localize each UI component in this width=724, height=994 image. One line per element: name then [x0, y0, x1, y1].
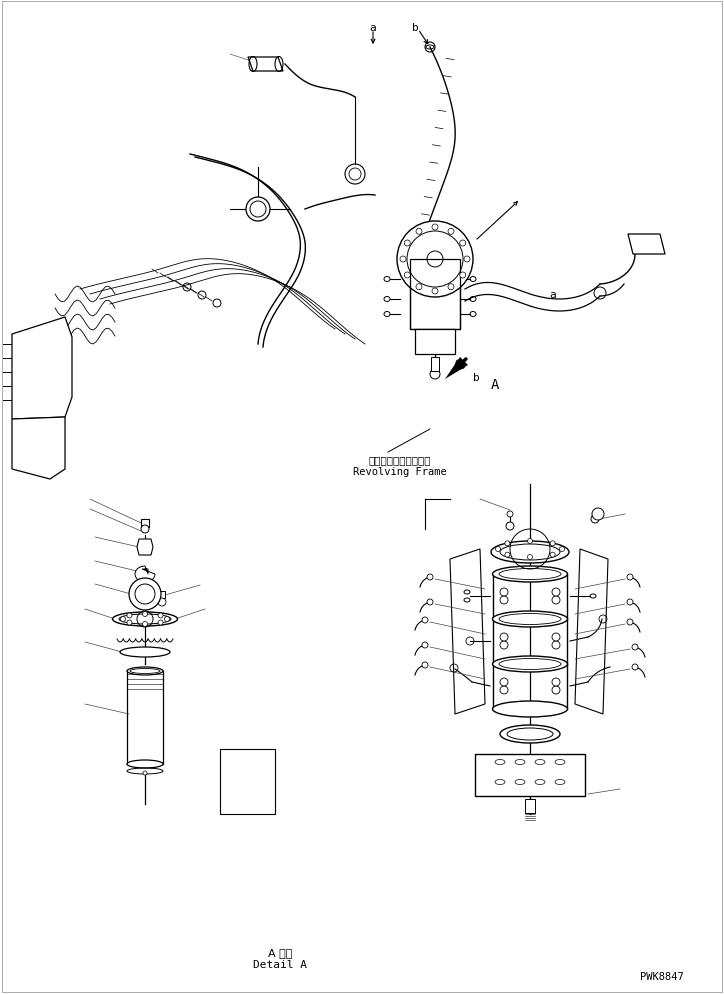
Bar — [525, 799, 535, 813]
Text: レボルビングフレーム: レボルビングフレーム — [369, 454, 432, 464]
Circle shape — [627, 599, 633, 605]
Polygon shape — [248, 58, 283, 72]
Bar — [415, 330, 455, 355]
Circle shape — [552, 686, 560, 694]
Circle shape — [460, 272, 466, 278]
Polygon shape — [450, 550, 485, 715]
Circle shape — [427, 575, 433, 580]
Polygon shape — [159, 591, 165, 598]
Bar — [431, 358, 439, 372]
Circle shape — [422, 617, 428, 623]
Circle shape — [500, 686, 508, 694]
Circle shape — [505, 553, 510, 558]
Ellipse shape — [492, 656, 568, 672]
Ellipse shape — [120, 647, 170, 657]
Bar — [220, 749, 275, 814]
Text: A 詳細: A 詳細 — [268, 947, 292, 957]
Circle shape — [404, 272, 411, 278]
Circle shape — [416, 284, 422, 290]
Text: Revolving Frame: Revolving Frame — [353, 466, 447, 476]
Circle shape — [432, 288, 438, 294]
Circle shape — [552, 633, 560, 641]
Bar — [475, 754, 585, 796]
Bar — [410, 259, 460, 330]
Text: A: A — [491, 378, 499, 392]
Circle shape — [127, 620, 132, 625]
Polygon shape — [12, 318, 72, 419]
Bar — [410, 259, 460, 330]
Circle shape — [627, 619, 633, 625]
Ellipse shape — [492, 567, 568, 582]
Polygon shape — [135, 567, 155, 582]
Circle shape — [506, 523, 514, 531]
Circle shape — [528, 555, 532, 560]
Text: b: b — [412, 23, 418, 33]
Ellipse shape — [127, 667, 163, 675]
Text: Detail A: Detail A — [253, 959, 307, 969]
Circle shape — [528, 539, 532, 544]
Text: a: a — [370, 23, 376, 33]
Circle shape — [560, 547, 565, 552]
Circle shape — [500, 633, 508, 641]
Circle shape — [143, 612, 148, 617]
Circle shape — [627, 575, 633, 580]
Ellipse shape — [112, 612, 177, 626]
Ellipse shape — [492, 702, 568, 718]
Circle shape — [500, 588, 508, 596]
Ellipse shape — [491, 542, 569, 564]
Polygon shape — [575, 550, 608, 715]
Circle shape — [422, 642, 428, 648]
Circle shape — [127, 613, 132, 618]
Ellipse shape — [500, 726, 560, 744]
Circle shape — [500, 596, 508, 604]
Circle shape — [397, 222, 473, 297]
Text: a: a — [550, 289, 556, 300]
Circle shape — [552, 641, 560, 649]
Circle shape — [550, 542, 555, 547]
Circle shape — [432, 225, 438, 231]
Circle shape — [427, 599, 433, 605]
Circle shape — [632, 644, 638, 650]
Circle shape — [422, 662, 428, 668]
Circle shape — [404, 241, 411, 247]
Circle shape — [550, 553, 555, 558]
Circle shape — [500, 641, 508, 649]
Circle shape — [591, 516, 599, 524]
Ellipse shape — [127, 760, 163, 768]
Circle shape — [460, 241, 466, 247]
Polygon shape — [445, 358, 468, 380]
Circle shape — [448, 229, 454, 235]
Text: PWK8847: PWK8847 — [640, 971, 684, 981]
Circle shape — [416, 229, 422, 235]
Ellipse shape — [492, 611, 568, 627]
Text: b: b — [473, 373, 479, 383]
Circle shape — [143, 622, 148, 627]
Circle shape — [120, 617, 125, 622]
Circle shape — [448, 284, 454, 290]
Polygon shape — [12, 417, 65, 479]
Circle shape — [552, 678, 560, 686]
Circle shape — [592, 509, 604, 521]
Circle shape — [158, 620, 163, 625]
Circle shape — [400, 256, 406, 262]
Circle shape — [552, 596, 560, 604]
Polygon shape — [137, 540, 153, 556]
Circle shape — [505, 542, 510, 547]
Circle shape — [164, 617, 169, 622]
Circle shape — [158, 598, 166, 606]
Circle shape — [464, 256, 470, 262]
Circle shape — [507, 512, 513, 518]
Circle shape — [246, 198, 270, 222]
Circle shape — [141, 526, 149, 534]
Polygon shape — [141, 520, 149, 528]
Circle shape — [632, 664, 638, 670]
Circle shape — [552, 588, 560, 596]
Circle shape — [500, 678, 508, 686]
Polygon shape — [628, 235, 665, 254]
Circle shape — [129, 579, 161, 610]
Circle shape — [158, 613, 163, 618]
Circle shape — [495, 547, 500, 552]
Circle shape — [143, 771, 147, 775]
